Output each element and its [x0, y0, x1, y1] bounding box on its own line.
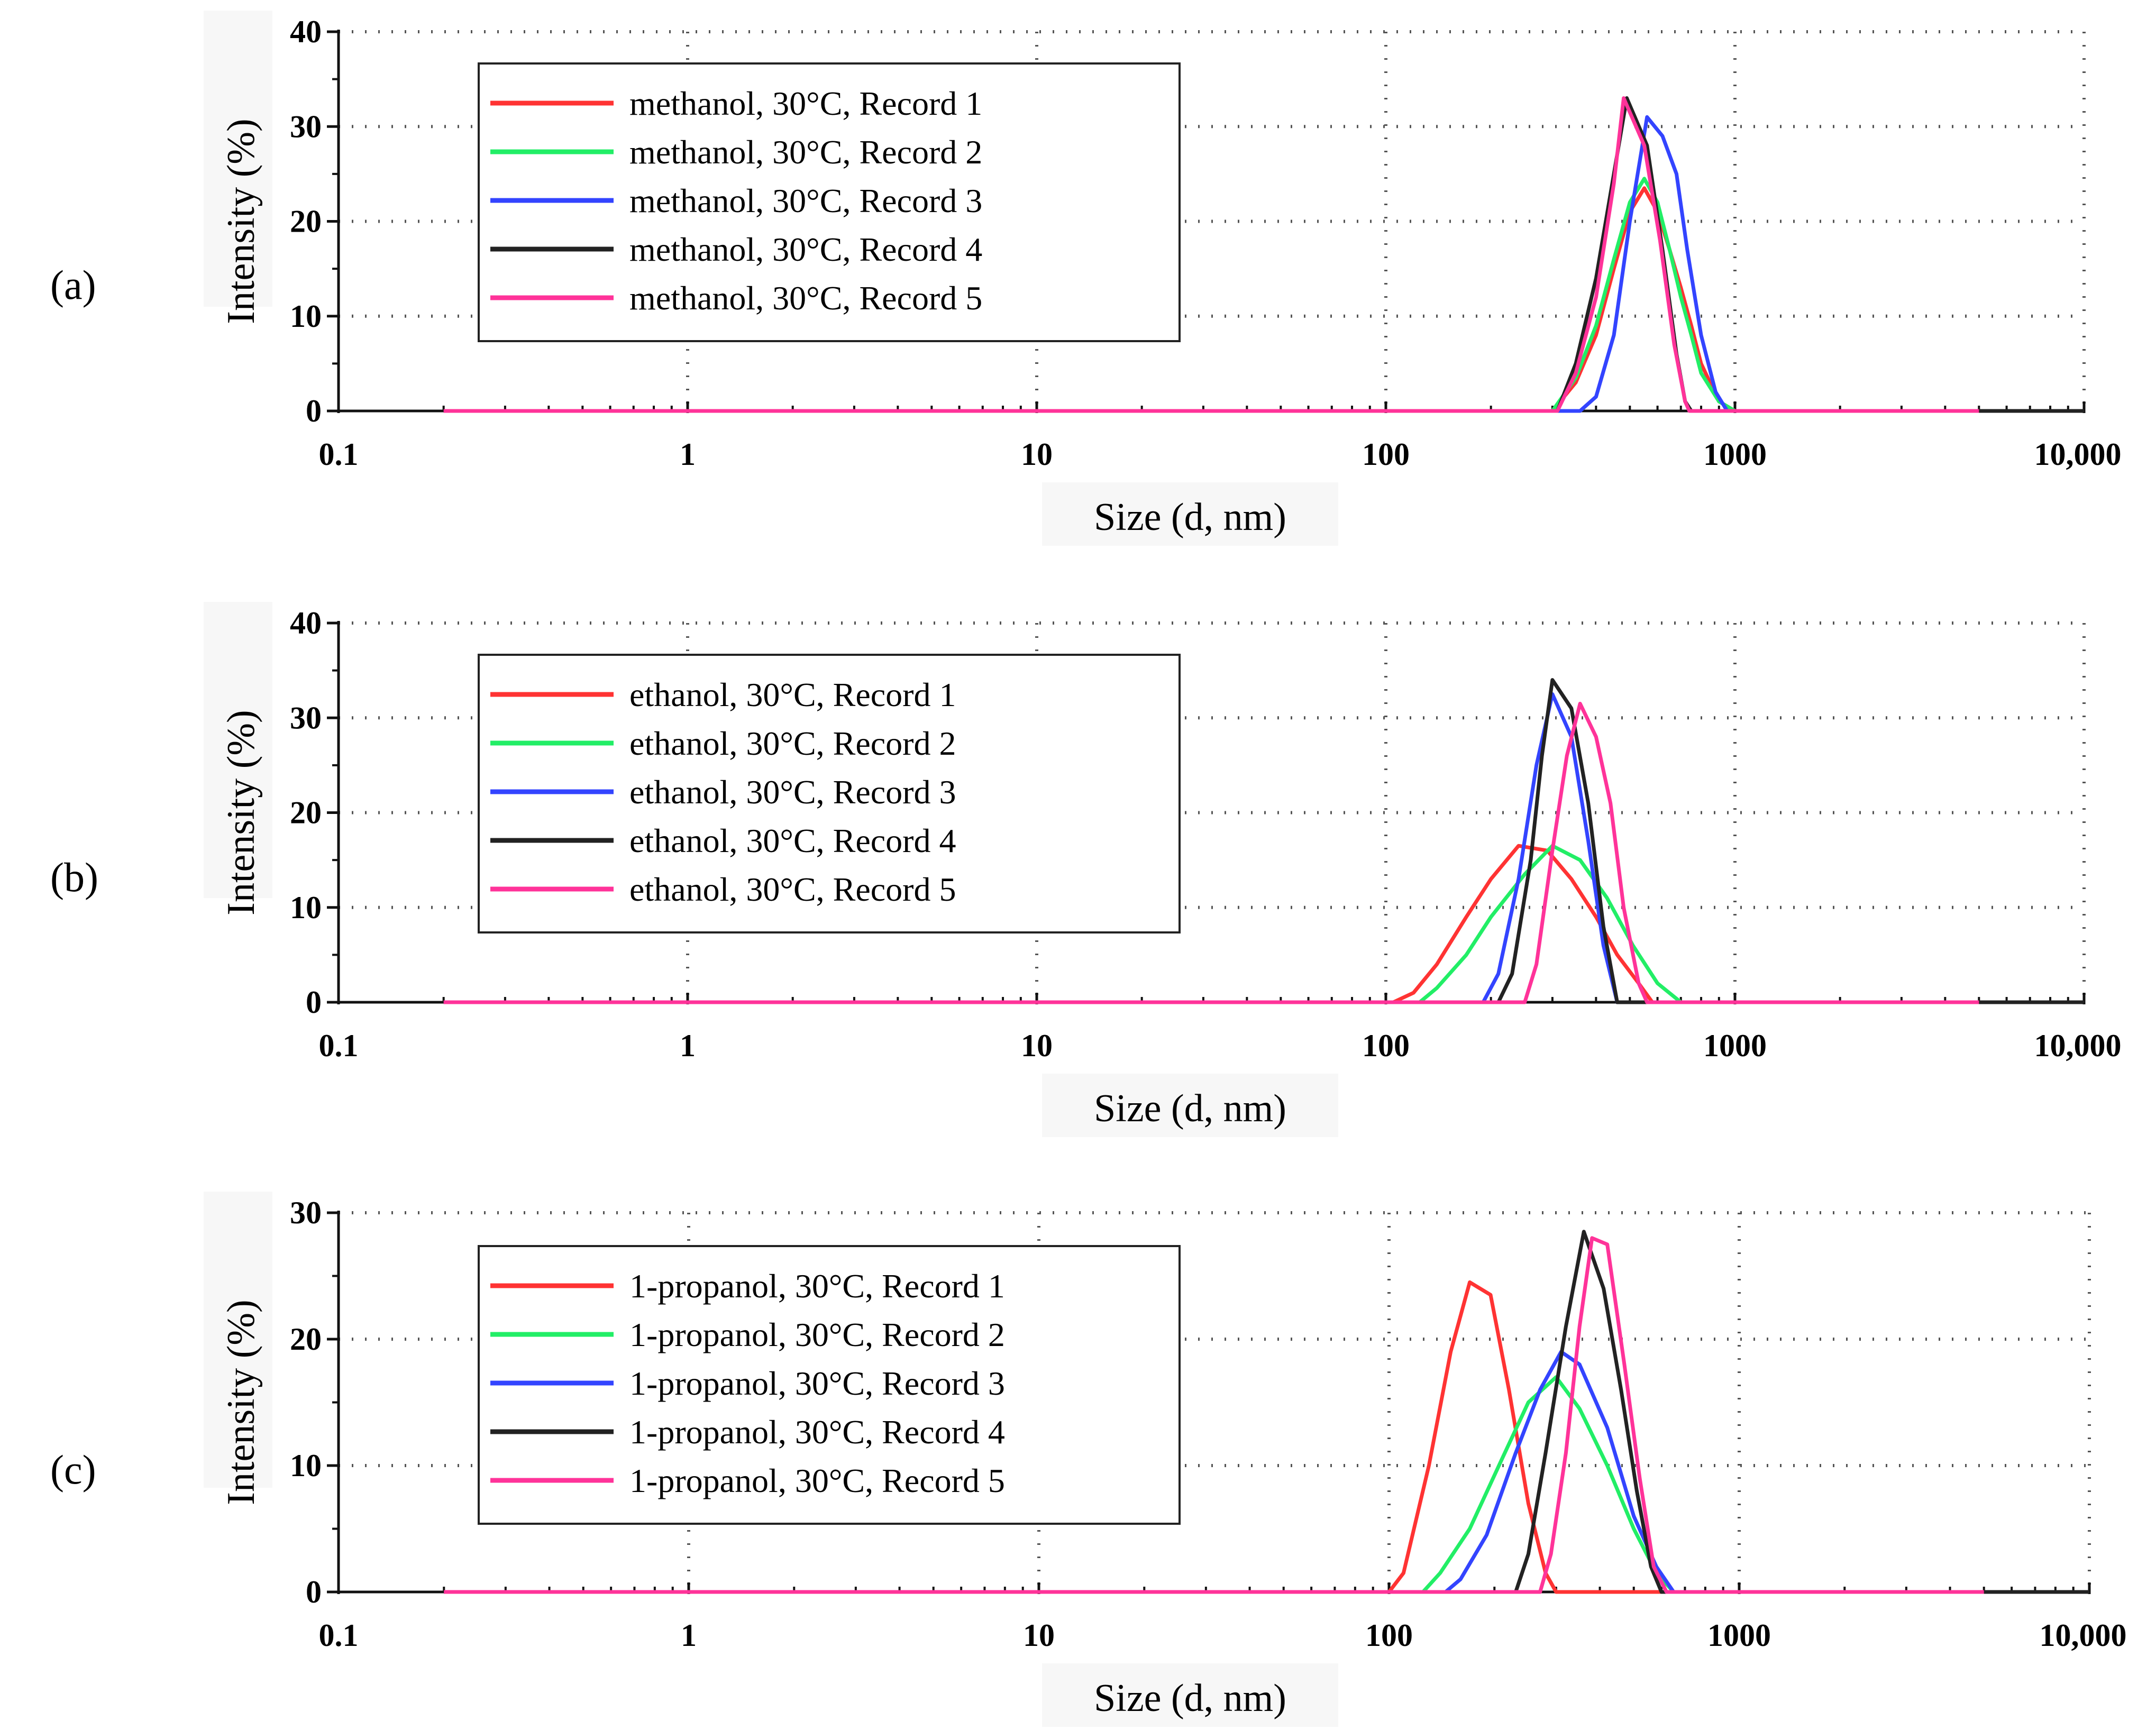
- series-line-record-4: [444, 1230, 2089, 1594]
- chart-panel-b: (b) 0.1 1 10 100 1000 10,000 0 10 20 30 40 Intensity…: [50, 602, 2122, 1137]
- legend: ethanol, 30°C, Record 1 ethanol, 30°C, Re…: [478, 654, 1181, 933]
- x-axis-title: Size (d, nm): [1094, 1087, 1286, 1130]
- x-tick-label: 100: [1362, 1028, 1410, 1063]
- x-tick-label: 1000: [1703, 1028, 1767, 1063]
- legend-label: 1-propanol, 30°C, Record 5: [629, 1462, 1005, 1499]
- x-tick-label: 10: [1023, 1618, 1055, 1653]
- x-tick-label: 1: [680, 1028, 696, 1063]
- legend-label: ethanol, 30°C, Record 1: [629, 676, 956, 713]
- x-tick-label: 100: [1365, 1618, 1413, 1653]
- y-tick-label: 30: [290, 109, 322, 144]
- legend-label: 1-propanol, 30°C, Record 2: [629, 1316, 1005, 1353]
- y-tick-label: 10: [290, 1448, 322, 1483]
- x-tick-label: 10: [1021, 1028, 1053, 1063]
- series-line-record-2: [443, 177, 1979, 413]
- y-tick-label: 0: [306, 985, 322, 1020]
- xlabel-backdrop: [1042, 482, 1338, 546]
- y-tick-label: 20: [290, 204, 322, 239]
- ylabel-backdrop: [204, 602, 272, 898]
- x-axis-title: Size (d, nm): [1094, 1677, 1286, 1720]
- x-tick-label: 10,000: [2034, 437, 2122, 472]
- chart-panel-a: (a) 0.1 1 10 100 1000 10,000 0 10 20 30 40 Intensity…: [50, 11, 2122, 546]
- legend-label: 1-propanol, 30°C, Record 4: [629, 1413, 1005, 1451]
- legend-label: methanol, 30°C, Record 3: [629, 182, 982, 219]
- series-line-record-3: [443, 115, 1979, 413]
- ylabel-backdrop: [204, 11, 272, 307]
- x-tick-label: 10,000: [2034, 1028, 2122, 1063]
- series-line-record-1: [444, 1280, 1984, 1594]
- series-line-record-5: [444, 1236, 1984, 1594]
- panel-label: (b): [50, 854, 98, 900]
- x-tick-label: 0.1: [319, 437, 359, 472]
- legend: 1-propanol, 30°C, Record 1 1-propanol, 30…: [478, 1245, 1181, 1525]
- legend-label: methanol, 30°C, Record 4: [629, 231, 982, 268]
- x-axis-title: Size (d, nm): [1094, 496, 1286, 539]
- ylabel-backdrop: [204, 1192, 272, 1488]
- y-axis-title: Intensity (%): [220, 710, 263, 915]
- x-tick-label: 1000: [1707, 1618, 1771, 1653]
- legend-label: methanol, 30°C, Record 5: [629, 279, 982, 317]
- legend-label: ethanol, 30°C, Record 4: [629, 822, 956, 859]
- legend-label: ethanol, 30°C, Record 5: [629, 871, 956, 908]
- x-tick-label: 10: [1021, 437, 1053, 472]
- series-line-record-5: [443, 701, 1979, 1004]
- y-tick-label: 0: [306, 393, 322, 428]
- legend-label: methanol, 30°C, Record 1: [629, 85, 982, 122]
- legend-label: 1-propanol, 30°C, Record 3: [629, 1365, 1005, 1402]
- x-tick-label: 1: [681, 1618, 697, 1653]
- y-axis-title: Intensity (%): [220, 118, 263, 324]
- y-tick-label: 40: [290, 606, 322, 640]
- legend-label: methanol, 30°C, Record 2: [629, 133, 982, 171]
- xlabel-backdrop: [1042, 1663, 1338, 1727]
- series-line-record-3: [443, 692, 1979, 1004]
- legend: methanol, 30°C, Record 1 methanol, 30°C, …: [478, 62, 1181, 342]
- panel-label: (c): [50, 1447, 96, 1493]
- y-tick-label: 30: [290, 700, 322, 735]
- series-line-record-5: [443, 96, 1979, 413]
- y-tick-label: 10: [290, 299, 322, 334]
- x-tick-label: 0.1: [319, 1028, 359, 1063]
- y-axis-title: Intensity (%): [220, 1299, 263, 1505]
- legend-label: ethanol, 30°C, Record 3: [629, 773, 956, 811]
- x-tick-label: 0.1: [319, 1618, 359, 1653]
- y-tick-label: 20: [290, 1322, 322, 1357]
- panel-label: (a): [50, 262, 96, 308]
- legend-label: ethanol, 30°C, Record 2: [629, 725, 956, 762]
- x-tick-label: 100: [1362, 437, 1410, 472]
- y-tick-label: 40: [290, 14, 322, 49]
- y-tick-label: 10: [290, 890, 322, 925]
- chart-panel-c: (c) 0.1 1 10 100 1000 10,000 0 10 20 30 Intensity (…: [50, 1192, 2127, 1727]
- y-tick-label: 30: [290, 1195, 322, 1230]
- xlabel-backdrop: [1042, 1074, 1338, 1137]
- legend-label: 1-propanol, 30°C, Record 1: [629, 1267, 1005, 1305]
- x-tick-label: 10,000: [2040, 1618, 2127, 1653]
- y-tick-label: 0: [306, 1575, 322, 1609]
- x-tick-label: 1: [680, 437, 696, 472]
- y-tick-label: 20: [290, 795, 322, 830]
- x-tick-label: 1000: [1703, 437, 1767, 472]
